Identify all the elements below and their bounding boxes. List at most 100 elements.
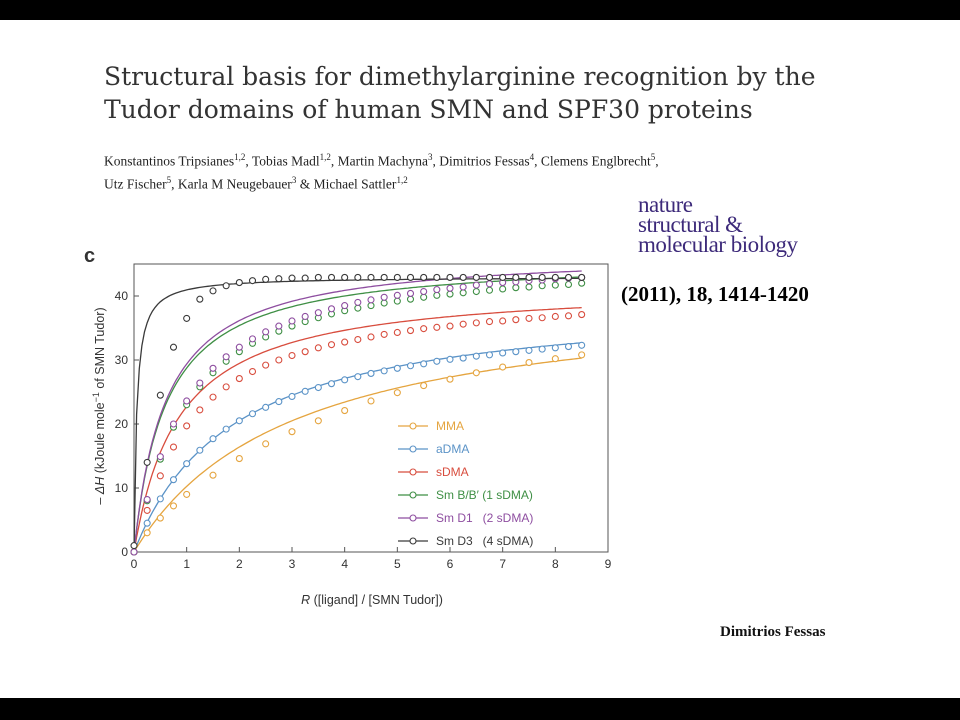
data-point [235,279,243,287]
y-axis-label-tail: of SMN Tudor) [93,307,107,392]
data-point [420,360,428,368]
data-point [301,274,309,282]
data-point [288,274,296,282]
x-tick-label: 4 [341,557,348,571]
data-point [156,453,164,461]
paper-title-line-1: Structural basis for dimethylarginine re… [104,62,816,91]
data-point [551,273,559,281]
chart-points [130,273,586,556]
y-axis-label: – ΔH (kJoule mole−1 of SMN Tudor) [91,307,107,504]
presenter-name: Dimitrios Fessas [720,624,826,640]
data-point [512,316,520,324]
data-point [288,392,296,401]
series-fit-curve [133,357,582,553]
data-point [459,273,467,281]
data-point [512,284,520,292]
data-point [314,273,322,281]
data-point [143,506,151,514]
data-point [406,327,415,335]
data-point [183,460,191,468]
data-point [512,348,520,356]
data-point [354,373,362,381]
data-point [314,309,322,317]
data-point [209,471,217,479]
author-affiliation: 3 [291,174,297,185]
data-point [446,322,454,330]
data-point [499,285,507,293]
x-axis-label-rest: ([ligand] / [SMN Tudor]) [310,593,443,607]
author-name: Dimitrios Fessas [439,153,530,169]
data-point [156,495,164,503]
data-point [327,273,336,281]
x-tick-label: 6 [447,557,454,571]
data-point [472,369,480,377]
data-point [578,351,586,359]
series-fit-curve [133,306,582,553]
data-point [169,443,178,451]
series-fit-curve [133,276,582,553]
legend-swatch-marker [409,491,417,499]
data-point [472,287,480,296]
data-point [485,280,494,288]
data-point [367,273,375,281]
x-tick-label: 8 [552,557,559,571]
data-point [393,389,401,397]
x-tick-label: 1 [183,557,190,571]
data-point [564,273,573,281]
author-separator: , [655,153,659,169]
data-point [169,502,178,510]
data-point [222,353,230,361]
data-point [433,323,441,331]
data-point [433,291,441,299]
data-point [578,311,586,319]
data-point [420,325,428,333]
top-letterbox-bar [0,0,960,20]
data-point [196,379,204,387]
data-point [156,391,164,399]
plot-frame [133,263,609,553]
data-point [380,299,388,307]
data-point [262,361,270,369]
x-tick-label: 3 [289,557,296,571]
author-separator: , [534,153,541,169]
x-tick-label: 2 [236,557,243,571]
author-separator: , [432,153,440,169]
data-point [209,393,217,401]
data-point [301,387,309,395]
data-point [222,425,230,433]
data-point [143,529,151,537]
data-point [130,542,138,550]
legend-entry-label: Sm D3 (4 sDMA) [436,534,533,548]
data-point [472,352,480,360]
data-point [578,279,586,287]
data-point [143,495,151,504]
data-point [393,364,401,372]
data-point [446,273,454,281]
author-name: Clemens Englbrecht [540,153,651,169]
data-point [169,343,178,351]
author-name: Utz Fischer [104,176,167,191]
data-point [156,514,164,522]
x-tick-label: 0 [131,557,138,571]
author-affiliation: 4 [529,152,535,162]
data-point [183,422,191,430]
itc-titration-chart: c 0 1 2 3 4 5 6 7 8 9 0 10 20 30 40 MMA aDMA sDMA Sm B/B′… [84,245,612,607]
data-point [275,398,283,406]
data-point [485,273,494,281]
data-point [235,375,243,383]
data-point [130,548,138,556]
data-point [512,273,520,281]
legend-swatch-marker [409,422,417,430]
data-point [538,345,546,353]
panel-label: c [84,245,95,267]
data-point [551,344,559,352]
legend-entry-label: aDMA [436,442,469,456]
paper-title: Structural basis for dimethylarginine re… [104,60,864,126]
data-point [196,446,204,454]
data-point [262,275,270,283]
author-affiliation: 1,2 [234,152,246,162]
data-point [459,289,467,297]
data-point [446,355,454,363]
data-point [578,273,586,281]
data-point [209,364,217,372]
